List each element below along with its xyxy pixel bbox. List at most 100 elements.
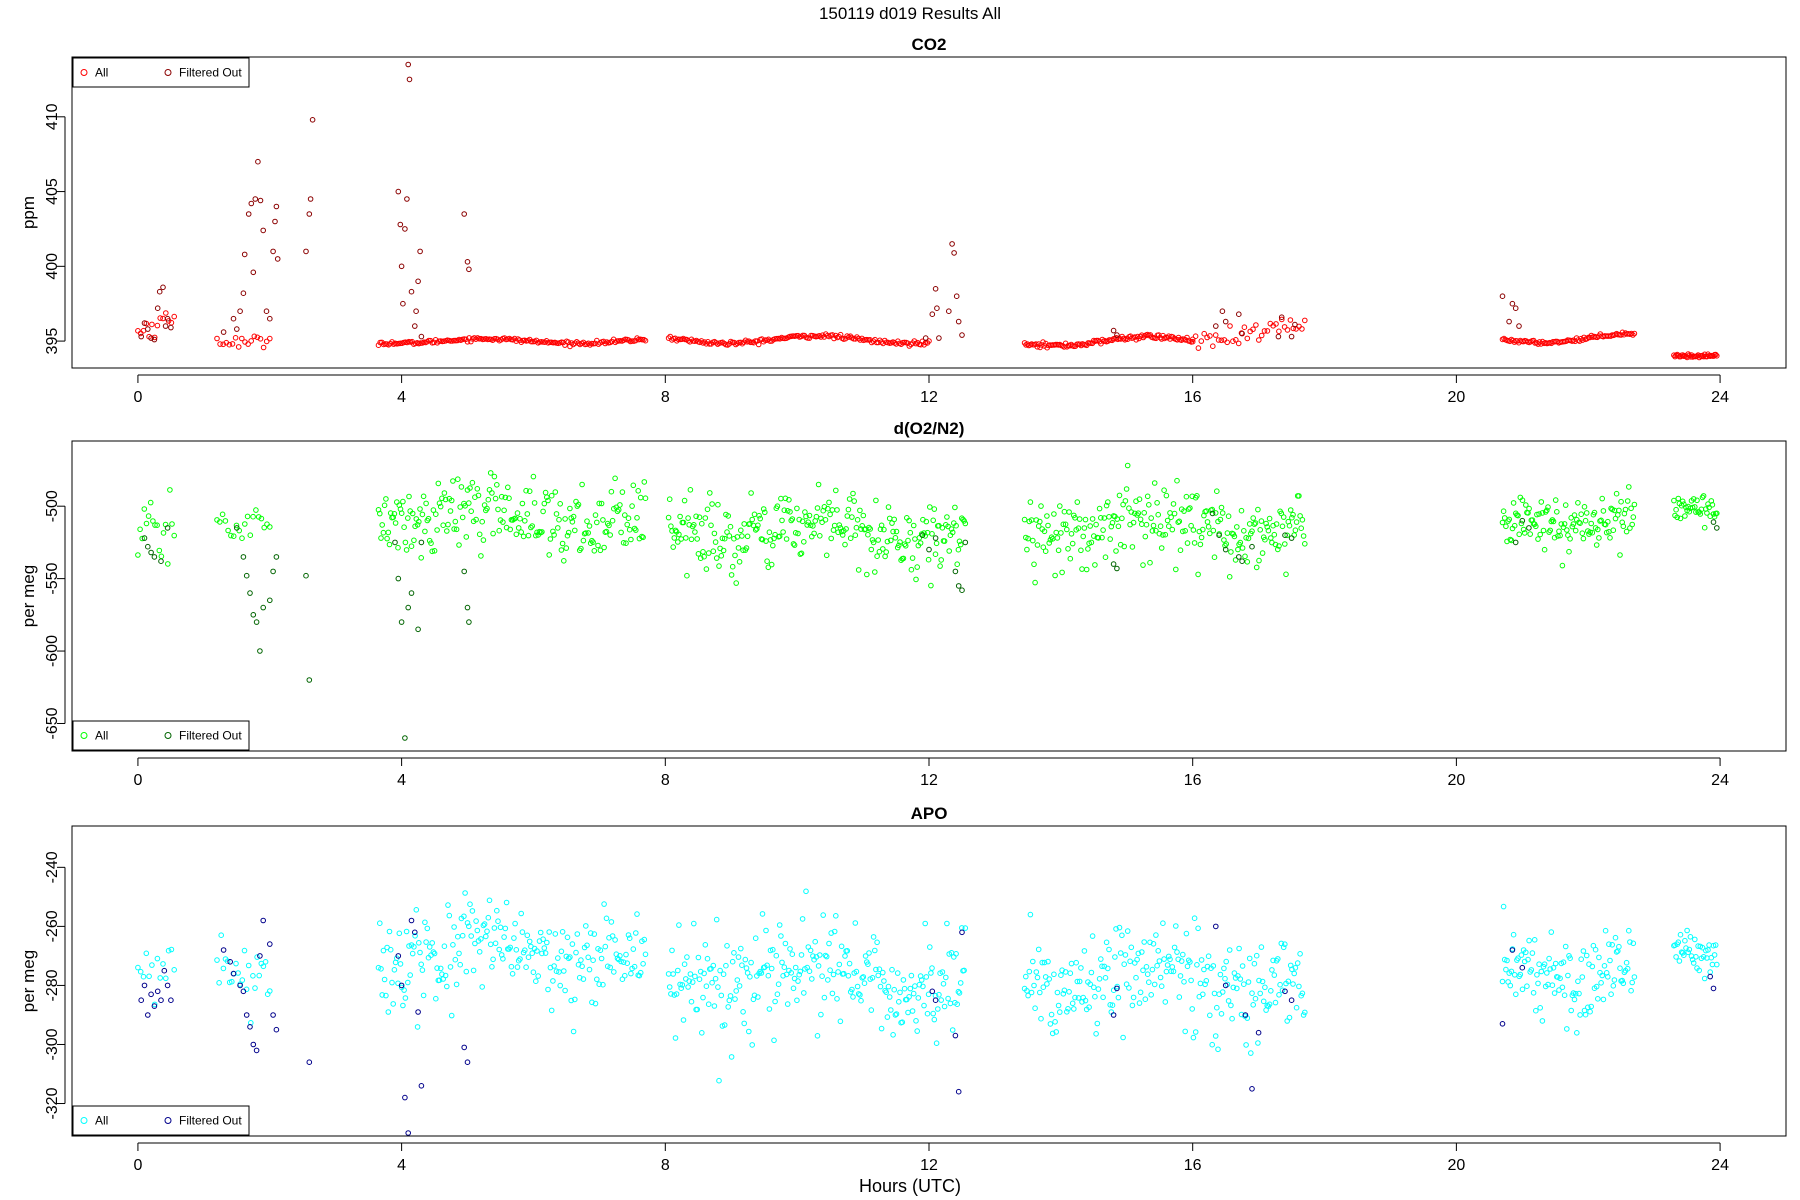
data-point-all xyxy=(1067,555,1074,562)
data-point-all xyxy=(137,968,144,975)
data-point-all xyxy=(478,553,484,559)
data-point-all xyxy=(462,890,468,896)
data-point-all xyxy=(715,501,721,508)
data-point-all xyxy=(1608,991,1614,998)
data-point-all xyxy=(1527,531,1533,537)
data-point-all xyxy=(1277,981,1283,988)
data-point-filtered xyxy=(1216,532,1222,539)
data-point-all xyxy=(1282,941,1288,948)
data-point-all xyxy=(1089,516,1096,522)
data-point-all xyxy=(491,925,498,931)
data-point-filtered xyxy=(405,1130,412,1136)
data-point-filtered xyxy=(1292,321,1298,328)
data-point-filtered xyxy=(303,248,309,255)
data-point-all xyxy=(509,971,516,977)
data-point-all xyxy=(883,549,890,555)
data-point-filtered xyxy=(158,558,164,565)
data-point-all xyxy=(412,933,418,939)
data-point-all xyxy=(906,994,912,1000)
data-point-all xyxy=(1530,990,1537,996)
data-point-all xyxy=(501,507,507,514)
data-point-all xyxy=(923,518,930,525)
data-point-all xyxy=(1273,521,1280,527)
data-point-all xyxy=(833,913,839,919)
data-point-all xyxy=(1613,949,1620,955)
data-point-all xyxy=(1094,1020,1101,1027)
data-point-all xyxy=(1086,1004,1092,1011)
data-point-filtered xyxy=(1710,985,1717,992)
data-point-filtered xyxy=(1714,525,1720,531)
data-point-all xyxy=(1098,515,1104,521)
data-point-all xyxy=(1184,540,1191,546)
data-point-all xyxy=(686,978,693,984)
data-point-all xyxy=(442,972,449,979)
data-point-filtered xyxy=(148,335,154,341)
data-point-all xyxy=(1624,965,1631,972)
legend-marker-filtered xyxy=(164,732,172,739)
data-point-all xyxy=(822,517,829,523)
data-point-all xyxy=(791,975,798,982)
data-point-all xyxy=(1579,974,1586,980)
data-point-all xyxy=(592,512,599,518)
data-point-all xyxy=(757,515,764,522)
data-point-all xyxy=(1517,971,1524,978)
data-point-all xyxy=(433,995,439,1002)
data-point-all xyxy=(693,513,699,520)
data-point-all xyxy=(524,932,531,939)
data-point-filtered xyxy=(1255,1029,1262,1036)
data-point-all xyxy=(1045,958,1051,965)
data-point-all xyxy=(689,979,696,985)
data-point-all xyxy=(1272,999,1279,1006)
x-tick-label: 8 xyxy=(661,772,670,789)
data-point-all xyxy=(668,991,674,997)
data-point-all xyxy=(383,496,389,502)
data-point-all xyxy=(1297,513,1303,519)
data-point-all xyxy=(1287,507,1294,513)
data-point-filtered xyxy=(306,211,313,217)
data-point-all xyxy=(1291,970,1297,977)
data-point-all xyxy=(1164,517,1171,524)
data-point-all xyxy=(1700,954,1707,960)
data-point-all xyxy=(936,991,942,998)
data-point-all xyxy=(515,525,522,531)
data-point-all xyxy=(518,529,525,535)
data-point-all xyxy=(929,531,935,537)
data-point-all xyxy=(1047,1021,1054,1027)
data-point-all xyxy=(846,960,853,967)
data-point-all xyxy=(587,930,594,936)
data-point-all xyxy=(245,962,252,969)
data-point-all xyxy=(796,971,803,978)
data-point-all xyxy=(500,956,506,962)
data-point-filtered xyxy=(241,251,248,258)
data-point-all xyxy=(1041,959,1048,966)
data-point-all xyxy=(1204,519,1211,525)
data-point-all xyxy=(620,959,627,966)
data-point-all xyxy=(897,539,903,545)
data-point-all xyxy=(718,553,725,559)
data-point-all xyxy=(1217,971,1224,978)
data-point-all xyxy=(1095,535,1102,541)
data-point-all xyxy=(842,953,848,959)
data-point-all xyxy=(1687,934,1694,940)
data-point-all xyxy=(850,994,856,1000)
data-point-all xyxy=(448,1012,455,1019)
data-point-all xyxy=(1244,559,1251,565)
data-point-all xyxy=(1212,1033,1219,1039)
data-point-all xyxy=(1231,970,1238,976)
data-point-filtered xyxy=(1275,333,1282,340)
data-point-all xyxy=(1694,497,1700,504)
data-point-all xyxy=(612,475,618,482)
data-point-all xyxy=(1566,548,1572,555)
data-point-all xyxy=(564,532,571,539)
data-point-all xyxy=(1184,334,1190,341)
data-point-all xyxy=(683,535,689,541)
legend-marker-all xyxy=(80,1117,88,1124)
data-point-all xyxy=(1192,1029,1199,1035)
data-point-filtered xyxy=(234,326,240,332)
data-point-all xyxy=(1258,518,1265,524)
data-point-all xyxy=(1040,544,1047,551)
data-point-all xyxy=(530,969,537,976)
data-point-all xyxy=(1126,985,1132,991)
data-point-all xyxy=(696,976,703,983)
